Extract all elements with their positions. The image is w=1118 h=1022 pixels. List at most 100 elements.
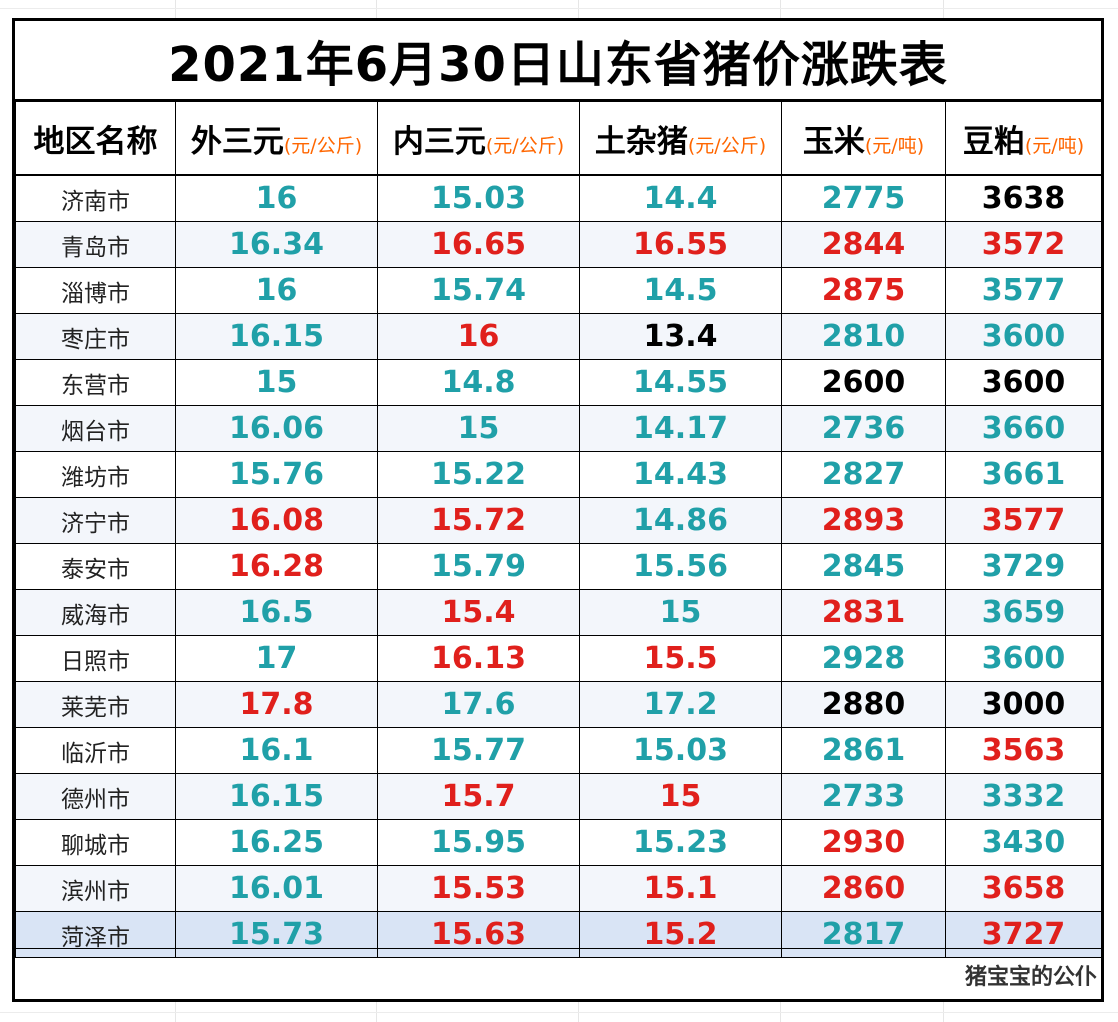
price-cell: 2928 xyxy=(781,635,946,682)
price-cell: 3577 xyxy=(945,497,1102,544)
price-cell: 3729 xyxy=(945,543,1102,590)
price-cell: 16.25 xyxy=(175,819,378,866)
table-row: 东营市 15 14.8 14.55 2600 3600 xyxy=(15,359,1102,406)
price-cell: 16.28 xyxy=(175,543,378,590)
price-cell: 14.43 xyxy=(579,451,782,498)
table-row: 烟台市 16.06 15 14.17 2736 3660 xyxy=(15,405,1102,452)
price-cell: 2600 xyxy=(781,359,946,406)
price-cell: 2875 xyxy=(781,267,946,314)
price-cell: 2733 xyxy=(781,773,946,820)
table-row: 莱芜市 17.8 17.6 17.2 2880 3000 xyxy=(15,681,1102,728)
price-cell: 14.17 xyxy=(579,405,782,452)
price-cell: 13.4 xyxy=(579,313,782,360)
price-cell: 3000 xyxy=(945,681,1102,728)
price-cell: 15.03 xyxy=(579,727,782,774)
region-cell: 济南市 xyxy=(15,174,176,222)
price-cell: 2775 xyxy=(781,174,946,222)
price-cell: 3658 xyxy=(945,865,1102,912)
table-row: 青岛市 16.34 16.65 16.55 2844 3572 xyxy=(15,221,1102,268)
region-cell: 德州市 xyxy=(15,773,176,820)
price-cell: 16.06 xyxy=(175,405,378,452)
price-cell: 15.53 xyxy=(377,865,580,912)
price-cell: 14.5 xyxy=(579,267,782,314)
table-row: 威海市 16.5 15.4 15 2831 3659 xyxy=(15,589,1102,636)
price-cell: 17.6 xyxy=(377,681,580,728)
price-cell: 2930 xyxy=(781,819,946,866)
price-cell: 15 xyxy=(377,405,580,452)
price-cell: 3577 xyxy=(945,267,1102,314)
price-cell: 16.08 xyxy=(175,497,378,544)
page-title: 2021年6月30日山东省猪价涨跌表 xyxy=(15,21,1101,101)
price-cell: 3572 xyxy=(945,221,1102,268)
price-cell: 15 xyxy=(579,589,782,636)
table-row: 济南市 16 15.03 14.4 2775 3638 xyxy=(15,174,1102,222)
price-cell: 16.1 xyxy=(175,727,378,774)
region-cell: 威海市 xyxy=(15,589,176,636)
region-cell: 临沂市 xyxy=(15,727,176,774)
price-cell: 15.74 xyxy=(377,267,580,314)
price-cell: 2827 xyxy=(781,451,946,498)
price-cell: 16.65 xyxy=(377,221,580,268)
region-cell: 菏泽市 xyxy=(15,911,176,958)
price-cell: 15.95 xyxy=(377,819,580,866)
price-cell: 2810 xyxy=(781,313,946,360)
price-cell: 3430 xyxy=(945,819,1102,866)
header-row: 地区名称 外三元(元/公斤) 内三元(元/公斤) 土杂猪(元/公斤) 玉米(元/… xyxy=(15,101,1102,176)
price-cell: 16.5 xyxy=(175,589,378,636)
region-cell: 烟台市 xyxy=(15,405,176,452)
table-row: 菏泽市 15.73 15.63 15.2 2817 3727 xyxy=(15,911,1102,958)
region-cell: 东营市 xyxy=(15,359,176,406)
price-cell: 14.4 xyxy=(579,174,782,222)
price-cell: 3659 xyxy=(945,589,1102,636)
region-cell: 聊城市 xyxy=(15,819,176,866)
header-neisanyuan: 内三元(元/公斤) xyxy=(377,101,580,176)
price-cell: 14.86 xyxy=(579,497,782,544)
price-cell: 15.03 xyxy=(377,174,580,222)
region-cell: 枣庄市 xyxy=(15,313,176,360)
price-cell: 15.4 xyxy=(377,589,580,636)
price-cell: 3563 xyxy=(945,727,1102,774)
price-cell: 17 xyxy=(175,635,378,682)
table-row: 淄博市 16 15.74 14.5 2875 3577 xyxy=(15,267,1102,314)
header-waisanyuan: 外三元(元/公斤) xyxy=(175,101,378,176)
table-row: 德州市 16.15 15.7 15 2733 3332 xyxy=(15,773,1102,820)
price-cell: 17.8 xyxy=(175,681,378,728)
table-row: 潍坊市 15.76 15.22 14.43 2827 3661 xyxy=(15,451,1102,498)
price-cell: 2844 xyxy=(781,221,946,268)
price-cell: 15.56 xyxy=(579,543,782,590)
price-cell: 15 xyxy=(579,773,782,820)
price-cell: 17.2 xyxy=(579,681,782,728)
price-cell: 2880 xyxy=(781,681,946,728)
price-cell: 15.79 xyxy=(377,543,580,590)
price-cell: 16.15 xyxy=(175,773,378,820)
region-cell: 泰安市 xyxy=(15,543,176,590)
price-cell: 3332 xyxy=(945,773,1102,820)
table-row: 泰安市 16.28 15.79 15.56 2845 3729 xyxy=(15,543,1102,590)
table-row: 济宁市 16.08 15.72 14.86 2893 3577 xyxy=(15,497,1102,544)
header-corn: 玉米(元/吨) xyxy=(781,101,946,176)
price-cell: 3661 xyxy=(945,451,1102,498)
price-cell: 3600 xyxy=(945,313,1102,360)
price-cell: 16.13 xyxy=(377,635,580,682)
header-region: 地区名称 xyxy=(15,101,176,176)
price-cell: 15.7 xyxy=(377,773,580,820)
table-row: 日照市 17 16.13 15.5 2928 3600 xyxy=(15,635,1102,682)
price-cell: 16 xyxy=(175,267,378,314)
price-cell: 15.63 xyxy=(377,911,580,958)
price-cell: 15.73 xyxy=(175,911,378,958)
price-cell: 16.34 xyxy=(175,221,378,268)
region-cell: 日照市 xyxy=(15,635,176,682)
price-cell: 15.72 xyxy=(377,497,580,544)
table-row: 滨州市 16.01 15.53 15.1 2860 3658 xyxy=(15,865,1102,912)
price-cell: 3600 xyxy=(945,635,1102,682)
price-cell: 3638 xyxy=(945,174,1102,222)
price-cell: 16 xyxy=(175,174,378,222)
price-table: 地区名称 外三元(元/公斤) 内三元(元/公斤) 土杂猪(元/公斤) 玉米(元/… xyxy=(15,101,1102,958)
price-cell: 16.55 xyxy=(579,221,782,268)
price-cell: 2845 xyxy=(781,543,946,590)
price-cell: 15.77 xyxy=(377,727,580,774)
region-cell: 青岛市 xyxy=(15,221,176,268)
price-cell: 15.1 xyxy=(579,865,782,912)
header-tuzazhu: 土杂猪(元/公斤) xyxy=(579,101,782,176)
price-cell: 3727 xyxy=(945,911,1102,958)
